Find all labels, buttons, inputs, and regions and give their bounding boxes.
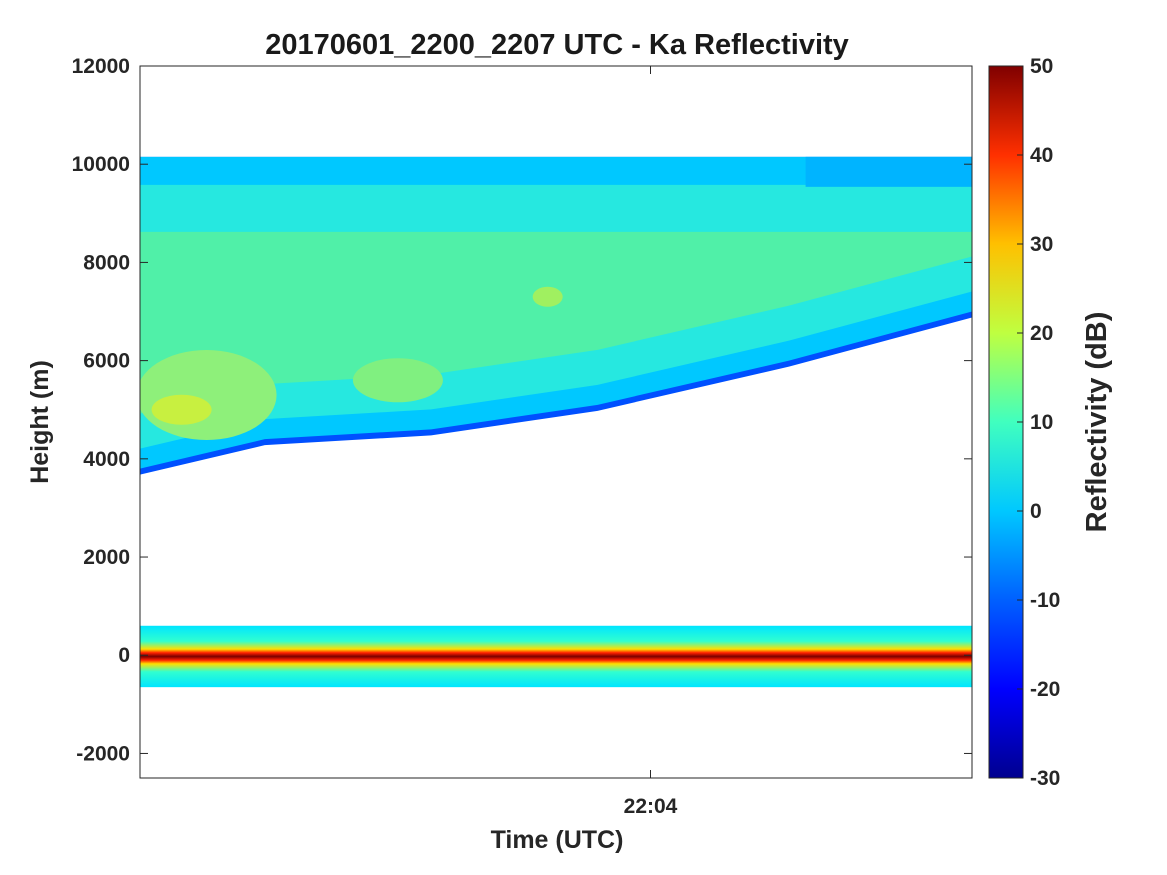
- colorbar-tick-label: 40: [1030, 144, 1053, 167]
- y-tick-label: 6000: [83, 350, 130, 373]
- colorbar-tick-label: 20: [1030, 322, 1053, 345]
- colorbar-tick-label: 10: [1030, 411, 1053, 434]
- cloud-core-strong: [140, 350, 277, 440]
- cloud-core-strong: [352, 358, 443, 403]
- colorbar-tick-label: -20: [1030, 678, 1060, 701]
- cloud-core-strong: [532, 286, 563, 307]
- colorbar-tick-label: 50: [1030, 55, 1053, 78]
- x-tick-label: 22:04: [624, 795, 678, 818]
- cloud-top-edge: [805, 156, 972, 187]
- y-tick-label: -2000: [76, 742, 130, 765]
- y-axis: -2000 0 2000 4000 6000 8000 10000 12000: [72, 55, 972, 765]
- plot-area: [140, 66, 972, 778]
- ground-clutter-layer: [140, 625, 972, 688]
- y-tick-label: 12000: [72, 55, 130, 78]
- cloud-core: [140, 231, 972, 414]
- colorbar-ticks: -30 -20 -10 0 10 20 30 40 50: [1017, 55, 1060, 790]
- colorbar-label: Reflectivity (dB): [1081, 312, 1113, 533]
- ground-clutter-band: [140, 625, 972, 688]
- plot-frame: [139, 65, 973, 779]
- chart-title: 20170601_2200_2207 UTC - Ka Reflectivity: [265, 29, 849, 61]
- colorbar: -30 -20 -10 0 10 20 30 40 50 Reflectivity (dB): [988, 55, 1113, 790]
- x-axis-label: Time (UTC): [491, 826, 624, 854]
- y-tick-label: 8000: [83, 251, 130, 274]
- cloud-core-peak: [151, 394, 212, 425]
- y-tick-label: 0: [118, 644, 130, 667]
- colorbar-tick-label: 30: [1030, 233, 1053, 256]
- y-tick-label: 4000: [83, 448, 130, 471]
- colorbar-tick-label: -30: [1030, 767, 1060, 790]
- y-tick-label: 10000: [72, 153, 130, 176]
- y-axis-label: Height (m): [26, 360, 54, 484]
- colorbar-tick-label: 0: [1030, 500, 1042, 523]
- x-axis: 22:04: [624, 66, 678, 818]
- cloud-layer: [140, 156, 972, 475]
- y-tick-label: 2000: [83, 546, 130, 569]
- colorbar-tick-label: -10: [1030, 589, 1060, 612]
